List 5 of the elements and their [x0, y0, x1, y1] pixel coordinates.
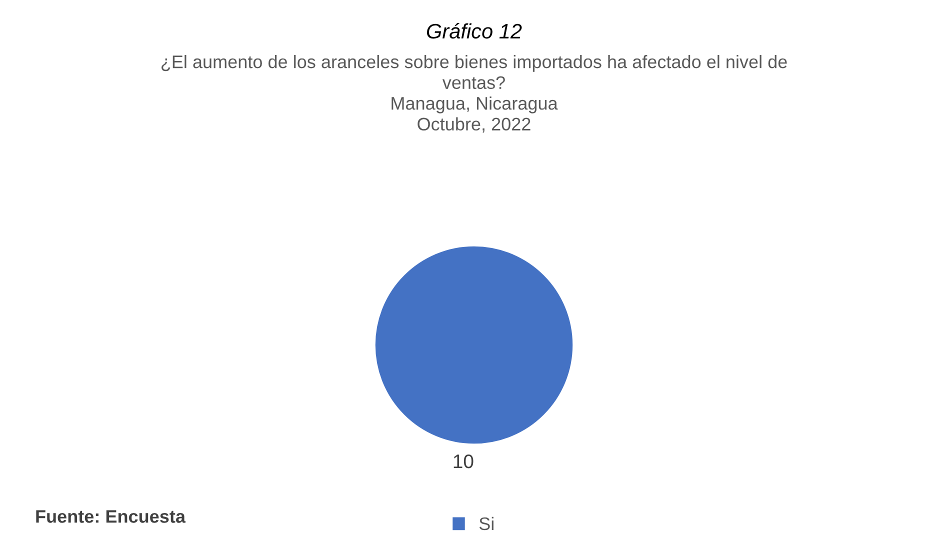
chart-subtitle: ¿El aumento de los aranceles sobre bienes importados ha afectado el nivel de ventas? Managua, Nicaragua Octubre, 2022 — [162, 55, 787, 133]
data-label: 10 — [454, 454, 474, 468]
source-note: Fuente: Encuesta — [36, 510, 186, 523]
legend-label: Si — [479, 516, 494, 530]
chart-title: Gráfico 12 — [426, 23, 522, 39]
